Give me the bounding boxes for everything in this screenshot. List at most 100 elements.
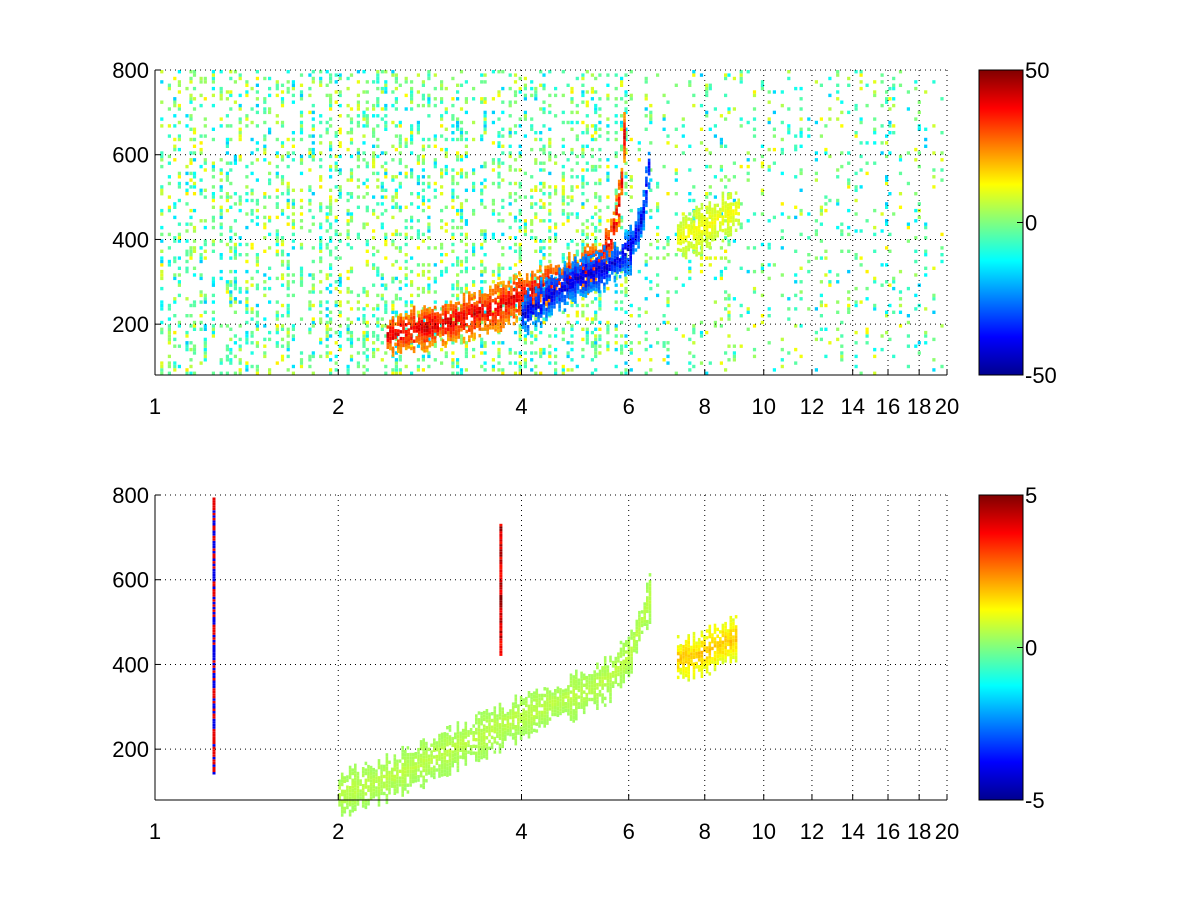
heatmap-cell [436, 325, 439, 329]
heatmap-cell [624, 368, 628, 372]
heatmap-cell [523, 171, 527, 176]
heatmap-cell [444, 168, 448, 172]
heatmap-cell [268, 181, 272, 186]
heatmap-cell [610, 218, 613, 222]
heatmap-cell [173, 361, 177, 365]
heatmap-cell [637, 211, 640, 215]
heatmap-cell [459, 337, 464, 342]
heatmap-cell [319, 151, 323, 155]
heatmap-cell [416, 358, 420, 362]
heatmap-cell [873, 93, 877, 98]
heatmap-cell [542, 124, 546, 128]
heatmap-cell [219, 222, 223, 226]
heatmap-cell [624, 93, 628, 98]
heatmap-cell [494, 284, 497, 288]
heatmap-cell [268, 93, 272, 98]
heatmap-cell [539, 181, 543, 186]
heatmap-cell [203, 242, 207, 247]
heatmap-cell [626, 230, 630, 235]
heatmap-cell [574, 300, 577, 304]
heatmap-cell [865, 286, 869, 291]
heatmap-cell [462, 296, 466, 300]
heatmap-cell [275, 114, 279, 118]
heatmap-cell [480, 100, 484, 104]
heatmap-cell [617, 203, 621, 207]
heatmap-cell [481, 303, 484, 308]
heatmap-cell [483, 368, 487, 372]
heatmap-cell [280, 259, 285, 264]
heatmap-cell [513, 158, 518, 162]
heatmap-cell [404, 76, 408, 81]
heatmap-cell [898, 324, 903, 328]
heatmap-cell [245, 364, 249, 369]
heatmap-cell [614, 97, 618, 101]
heatmap-cell [245, 259, 249, 264]
heatmap-cell [598, 134, 602, 138]
heatmap-cell [376, 154, 380, 159]
heatmap-cell [865, 269, 869, 274]
heatmap-cell [268, 86, 272, 91]
heatmap-cell [799, 144, 803, 148]
heatmap-cell [225, 344, 229, 348]
heatmap-cell [199, 361, 203, 365]
heatmap-cell [464, 347, 468, 352]
heatmap-cell [606, 131, 610, 135]
heatmap-cell [185, 124, 189, 128]
heatmap-cell [767, 120, 771, 125]
heatmap-cell [211, 161, 215, 165]
heatmap-cell [656, 181, 660, 186]
heatmap-cell [548, 212, 552, 216]
heatmap-cell [624, 127, 628, 131]
heatmap-cell [263, 236, 267, 240]
heatmap-cell [483, 124, 487, 128]
heatmap-cell [642, 200, 646, 204]
heatmap-cell [819, 256, 823, 260]
heatmap-cell [346, 76, 350, 81]
heatmap-cell [177, 120, 181, 125]
heatmap-cell [160, 208, 164, 213]
heatmap-cell [329, 103, 333, 108]
heatmap-cell [459, 371, 464, 375]
heatmap-cell [160, 276, 164, 281]
heatmap-cell [544, 299, 547, 303]
heatmap-cell [542, 307, 546, 312]
heatmap-cell [325, 320, 329, 325]
heatmap-cell [610, 238, 613, 243]
heatmap-cell [703, 221, 706, 226]
heatmap-cell [563, 298, 567, 302]
heatmap-cell [847, 249, 851, 253]
heatmap-cell [727, 317, 731, 321]
heatmap-cell [391, 303, 395, 308]
heatmap-cell [167, 334, 171, 338]
heatmap-cell [656, 327, 660, 331]
heatmap-cell [687, 244, 690, 248]
heatmap-cell [402, 330, 405, 334]
heatmap-cell [585, 114, 589, 118]
heatmap-cell [914, 117, 918, 121]
heatmap-cell [362, 371, 366, 375]
heatmap-cell [263, 215, 267, 220]
heatmap-cell [524, 301, 527, 305]
heatmap-cell [865, 83, 869, 87]
heatmap-cell [688, 192, 692, 196]
heatmap-cell [245, 80, 249, 84]
heatmap-cell [724, 93, 728, 98]
heatmap-cell [491, 158, 495, 162]
heatmap-cell [491, 299, 495, 303]
heatmap-cell [199, 273, 203, 277]
heatmap-cell [620, 219, 624, 223]
heatmap-cell [854, 185, 858, 189]
heatmap-cell [662, 314, 666, 318]
heatmap-cell [229, 347, 233, 352]
heatmap-cell [365, 320, 369, 325]
heatmap-cell [410, 100, 414, 104]
heatmap-cell [545, 277, 548, 281]
heatmap-cell [203, 168, 207, 172]
heatmap-cell [225, 175, 229, 179]
heatmap-cell [541, 273, 545, 277]
heatmap-cell [491, 322, 495, 327]
heatmap-cell [724, 266, 728, 270]
heatmap-cell [624, 263, 627, 267]
heatmap-cell [819, 303, 823, 308]
heatmap-cell [346, 286, 350, 291]
